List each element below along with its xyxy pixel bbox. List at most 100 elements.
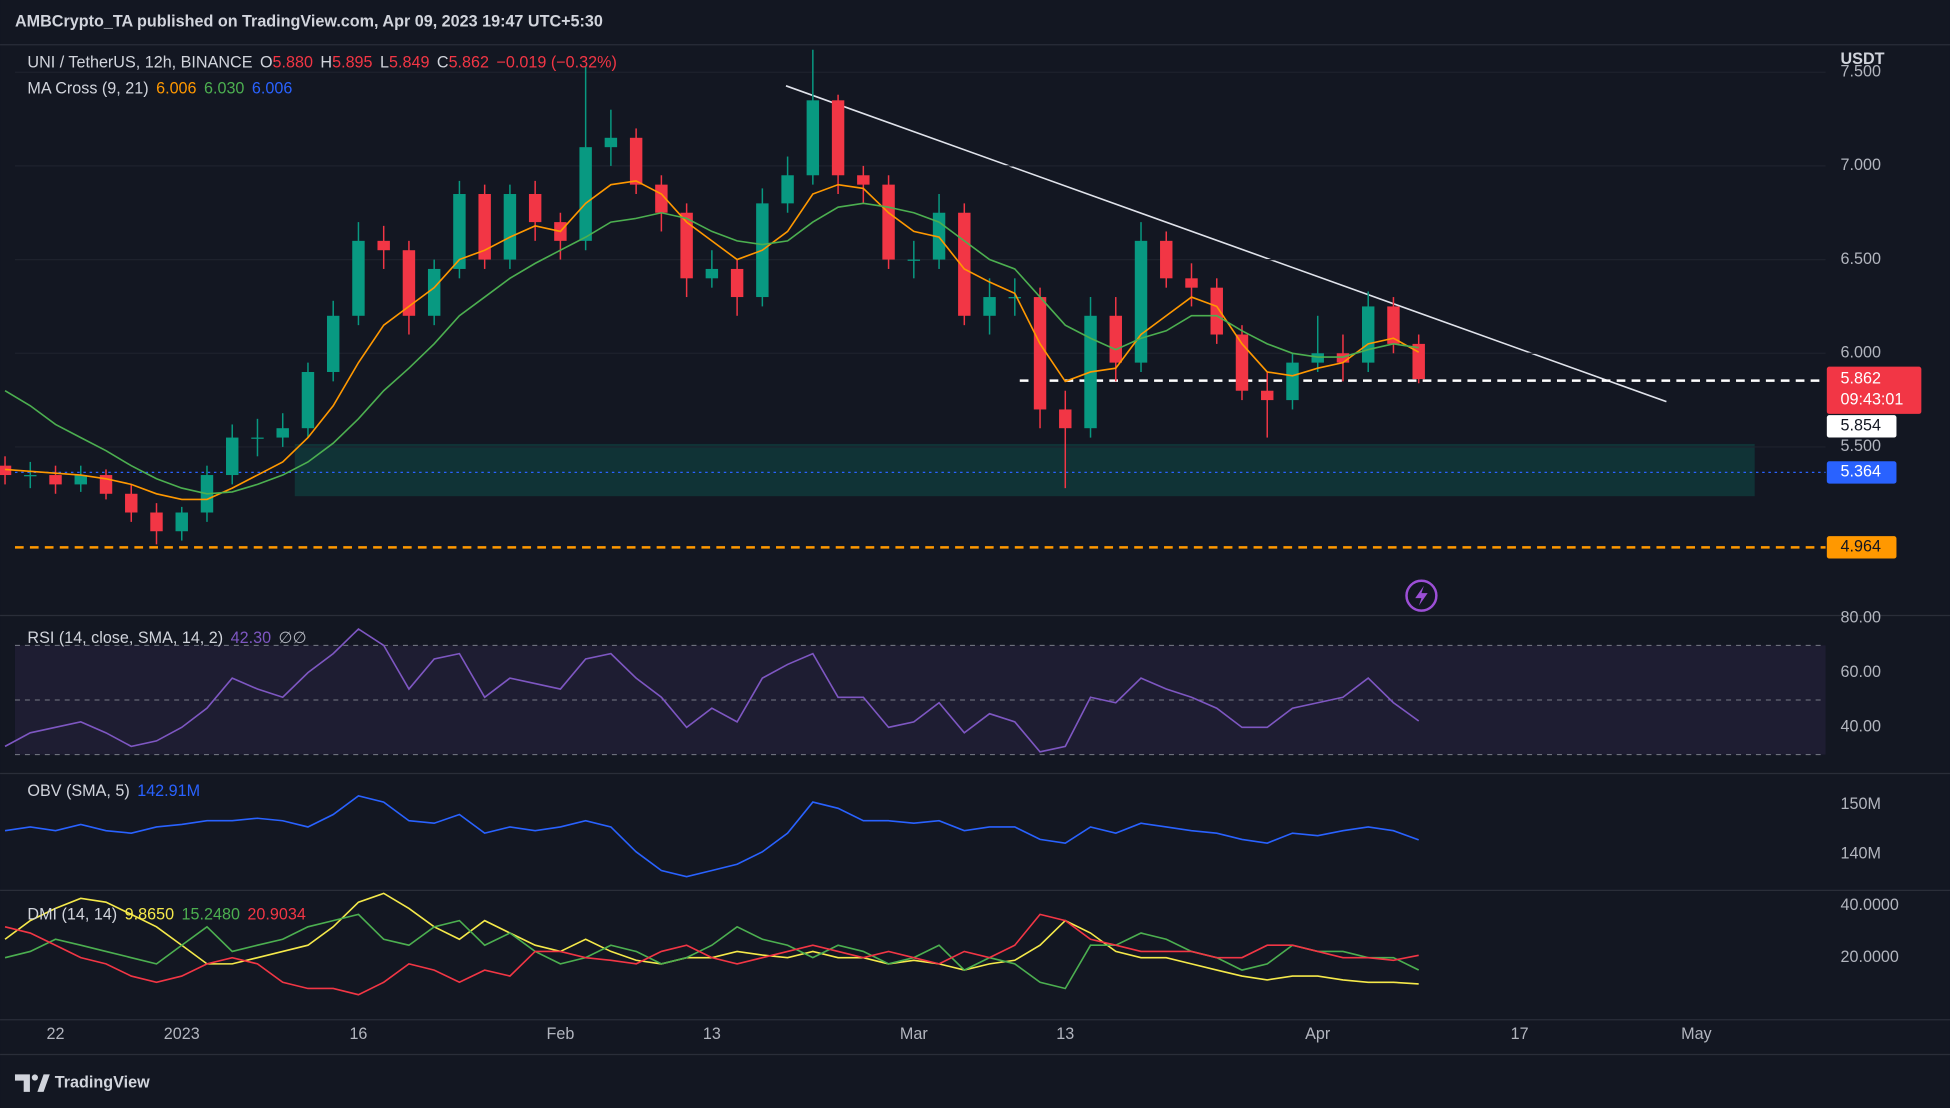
y-tick-label: 6.500	[1841, 250, 1881, 268]
y-tick-label: 5.500	[1841, 437, 1881, 455]
candle-body	[0, 465, 12, 476]
candle-body	[150, 512, 163, 532]
series-line	[4, 913, 1420, 990]
legend-value: H	[320, 54, 332, 72]
price-tag	[1826, 461, 1897, 484]
y-tick-label: 40.00	[1841, 718, 1881, 736]
x-tick-label: 22	[47, 1025, 65, 1043]
candle-body	[503, 194, 517, 260]
candle-body	[125, 493, 138, 513]
legend-value: 5.862	[449, 54, 489, 72]
y-tick-label: 7.500	[1841, 62, 1881, 80]
series-line	[4, 794, 1419, 878]
icon-bolt	[1415, 585, 1428, 606]
legend: RSI (14, close, SMA, 14, 2) 42.30 ∅∅	[27, 629, 306, 647]
candle-body	[882, 184, 895, 260]
price-tag	[1826, 536, 1897, 559]
candle-body	[251, 437, 264, 439]
series-line	[4, 202, 1419, 495]
legend-value: C	[437, 54, 449, 72]
legend-value: 5.895	[332, 54, 372, 72]
legend-value: ∅	[279, 629, 293, 647]
candle-body	[528, 194, 542, 223]
x-tick-label: 13	[703, 1025, 721, 1043]
legend-name: DMI (14, 14)	[27, 906, 117, 924]
candle-body	[983, 297, 996, 316]
legend-value: 142.91M	[137, 782, 200, 800]
candle-body	[1412, 343, 1425, 380]
y-tick-label: 80.00	[1841, 608, 1881, 626]
legend-value: 5.849	[389, 54, 429, 72]
candle-body	[226, 437, 239, 476]
candle-body	[604, 137, 618, 148]
series-line	[4, 180, 1420, 501]
last-price-tag	[1826, 366, 1922, 414]
y-tick-label: 7.000	[1841, 156, 1881, 174]
footer-logo	[14, 1074, 50, 1092]
price-tag-label: 4.964	[1841, 538, 1881, 556]
candle-body	[478, 194, 491, 260]
candle-body	[705, 268, 719, 279]
y-tick-label: 6.000	[1841, 344, 1881, 362]
candle-body	[1235, 334, 1249, 391]
last-price-label: 5.862	[1841, 369, 1881, 387]
legend-value: ∅	[293, 629, 307, 647]
legend-value: L	[380, 54, 389, 72]
legend-name: MA Cross (9, 21)	[27, 80, 148, 98]
candle-body	[781, 175, 794, 204]
legend: UNI / TetherUS, 12h, BINANCE O5.880 H5.895…	[27, 54, 616, 72]
legend-value: 20.9034	[247, 906, 305, 924]
legend-value: 6.006	[156, 80, 196, 98]
legend-value: 5.880	[273, 54, 313, 72]
y-tick-label: 40.0000	[1841, 896, 1899, 914]
legend-value: 15.2480	[182, 906, 240, 924]
candle-body	[1185, 278, 1198, 288]
legend-name: OBV (SMA, 5)	[27, 782, 129, 800]
lightning-icon[interactable]	[1405, 579, 1438, 612]
candle-body	[453, 194, 466, 269]
candle-body	[629, 137, 643, 185]
legend-value: 6.006	[252, 80, 292, 98]
series-line	[4, 627, 1420, 753]
logo-slash	[37, 1074, 50, 1092]
candle-body	[1387, 306, 1400, 344]
candle-body	[175, 512, 188, 532]
candle-body	[326, 315, 340, 372]
candle-body	[24, 475, 37, 477]
x-tick-label: Apr	[1305, 1025, 1331, 1043]
legend-name: RSI (14, close, SMA, 14, 2)	[27, 629, 223, 647]
candle-body	[1033, 297, 1047, 410]
y-tick-label: 20.0000	[1841, 948, 1899, 966]
candle-body	[1210, 287, 1223, 335]
candle-body	[730, 268, 744, 298]
logo-dot	[31, 1074, 38, 1081]
x-tick-label: 16	[349, 1025, 367, 1043]
x-tick-label: 13	[1056, 1025, 1074, 1043]
y-tick-label: 150M	[1841, 795, 1881, 813]
legend-value: −0.019 (−0.32%)	[496, 54, 616, 72]
x-tick-label: May	[1681, 1025, 1712, 1043]
candle-body	[907, 259, 921, 261]
price-tag-label: 5.854	[1841, 417, 1881, 435]
legend: DMI (14, 14) 9.8650 15.2480 20.9034	[27, 906, 305, 924]
candle-body	[1008, 297, 1022, 299]
x-tick-label: Feb	[546, 1025, 574, 1043]
unit-label: USDT	[1841, 50, 1885, 68]
candle-body	[1059, 409, 1072, 429]
candle-body	[1160, 240, 1173, 279]
candle-body	[402, 250, 416, 316]
price-tag-label: 5.364	[1841, 463, 1881, 481]
publisher: AMBCrypto_TA published on TradingView.co…	[15, 13, 603, 31]
legend-value: 6.030	[204, 80, 244, 98]
candle-body	[680, 212, 693, 279]
legend-value: 42.30	[231, 629, 271, 647]
y-tick-label: 140M	[1841, 845, 1881, 863]
candle-body	[1311, 353, 1324, 363]
candle-body	[831, 100, 845, 176]
candle-body	[377, 240, 390, 251]
x-tick-label: 17	[1511, 1025, 1529, 1043]
candle-body	[806, 100, 820, 176]
trend-line	[785, 85, 1667, 403]
